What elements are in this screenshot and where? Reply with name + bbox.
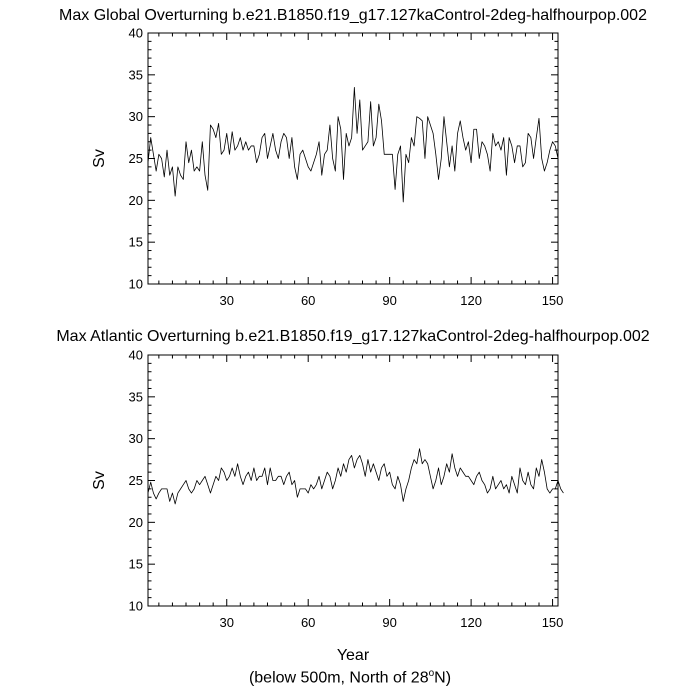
y-axis-label: Sv: [91, 471, 108, 490]
y-tick-label: 10: [129, 277, 143, 292]
series-line-1: [147, 86, 559, 203]
x-tick-label: 150: [542, 615, 564, 630]
chart-title: Max Global Overturning b.e21.B1850.f19_g…: [59, 7, 647, 24]
x-axis-label: Year: [337, 647, 370, 664]
y-tick-label: 35: [129, 389, 143, 404]
x-tick-label: 60: [301, 615, 315, 630]
y-tick-label: 40: [129, 348, 143, 363]
y-tick-label: 15: [129, 557, 143, 572]
y-tick-label: 20: [129, 193, 143, 208]
x-tick-label: 120: [460, 615, 482, 630]
series-line-1: [147, 448, 564, 505]
x-tick-label: 90: [382, 293, 396, 308]
y-tick-label: 15: [129, 235, 143, 250]
x-tick-label: 30: [220, 293, 234, 308]
y-tick-label: 30: [129, 431, 143, 446]
y-tick-label: 40: [129, 26, 143, 41]
y-tick-label: 25: [129, 151, 143, 166]
chart-panel-1: Max Global Overturning b.e21.B1850.f19_g…: [59, 7, 647, 308]
plot-frame: [147, 32, 559, 285]
chart-panel-2: Max Atlantic Overturning b.e21.B1850.f19…: [56, 328, 649, 664]
y-tick-label: 35: [129, 67, 143, 82]
y-tick-label: 10: [129, 599, 143, 614]
x-tick-label: 30: [220, 615, 234, 630]
x-tick-label: 90: [382, 615, 396, 630]
y-axis-label: Sv: [91, 149, 108, 168]
plot-frame: [147, 354, 559, 607]
degree-symbol: o: [428, 668, 435, 679]
caption-suffix: N): [434, 669, 452, 687]
x-tick-label: 150: [542, 293, 564, 308]
chart-title: Max Atlantic Overturning b.e21.B1850.f19…: [56, 328, 649, 345]
x-tick-label: 120: [460, 293, 482, 308]
y-tick-label: 20: [129, 515, 143, 530]
y-tick-label: 30: [129, 109, 143, 124]
y-tick-label: 25: [129, 473, 143, 488]
caption-text: (below 500m, North of 28: [248, 669, 429, 687]
figure-caption: (below 500m, North of 28oN): [0, 668, 700, 687]
x-tick-label: 60: [301, 293, 315, 308]
